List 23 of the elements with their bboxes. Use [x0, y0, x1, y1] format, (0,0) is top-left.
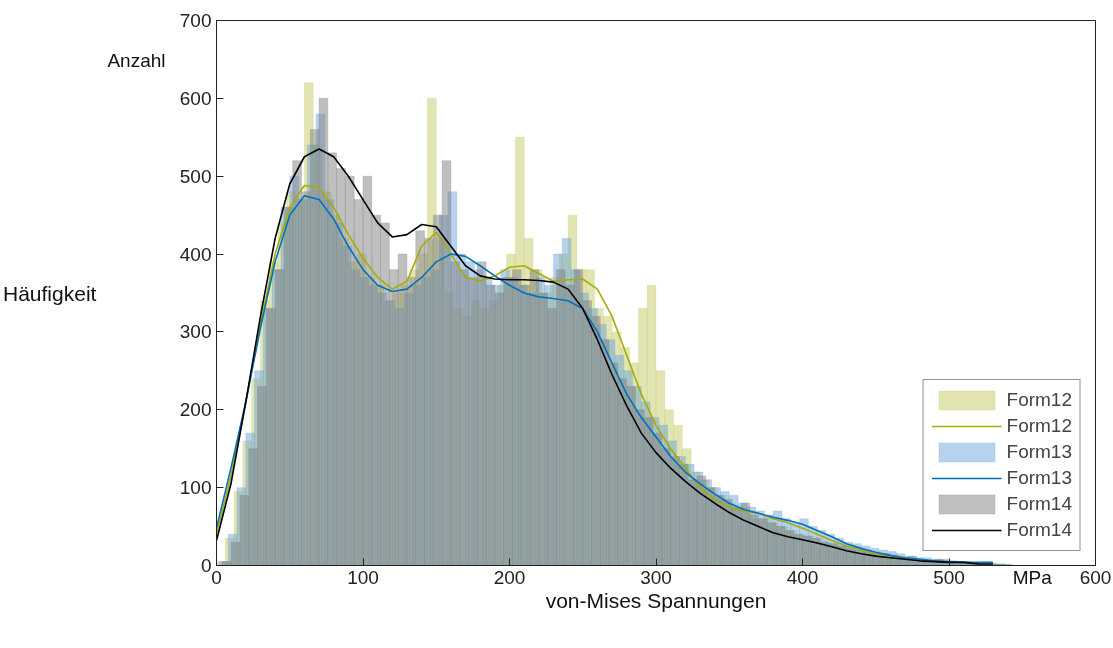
- y-tick-label: 400: [179, 243, 212, 265]
- y-tick-label: 600: [179, 87, 212, 109]
- legend-label: Form13: [1006, 467, 1072, 489]
- y-tick-label: 300: [179, 321, 212, 343]
- y-tick-label: 200: [179, 399, 212, 421]
- legend-label: Form12: [1006, 389, 1072, 411]
- x-tick-label: 500: [933, 566, 965, 588]
- x-tick-label: 200: [493, 566, 526, 588]
- x-tick-label: 400: [786, 566, 819, 588]
- text: Anzahl: [107, 49, 166, 71]
- legend-label: Form14: [1006, 519, 1072, 541]
- text: MPa: [1012, 566, 1053, 588]
- x-tick-label: 100: [347, 566, 379, 588]
- legend-label: Form13: [1006, 441, 1072, 463]
- legend-label: Form14: [1006, 493, 1072, 515]
- x-tick-label: 300: [640, 566, 672, 588]
- y-axis-title: Häufigkeit: [3, 281, 97, 305]
- legend-label: Form12: [1006, 415, 1072, 437]
- x-tick-label: 600: [1079, 566, 1112, 588]
- y-tick-label: 500: [179, 165, 212, 187]
- x-axis-title: von-Mises Spannungen: [545, 588, 767, 612]
- y-tick-label: 100: [179, 477, 212, 499]
- y-tick-label: 700: [179, 10, 212, 31]
